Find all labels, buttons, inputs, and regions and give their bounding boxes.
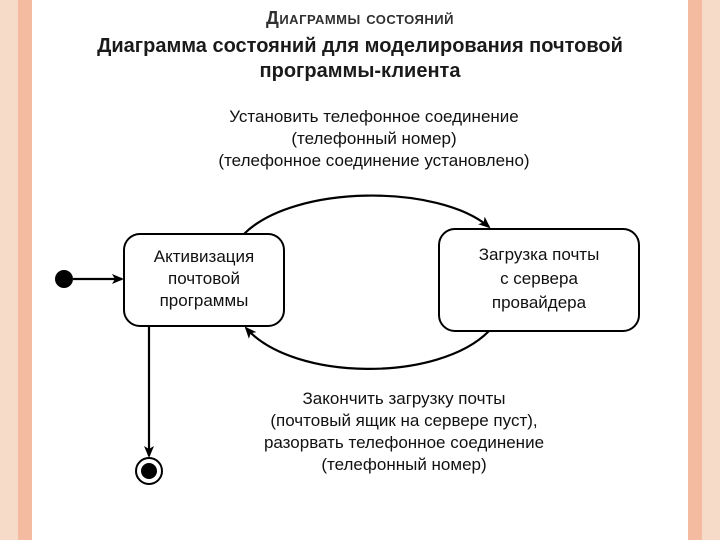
decor-stripe-left-outer <box>0 0 18 540</box>
page-heading: Диаграммы состояний <box>0 8 720 29</box>
subheading-line1: Диаграмма состояний для моделирования по… <box>97 35 623 57</box>
decor-stripe-left-inner <box>18 0 32 540</box>
transition-bottom-line2: (почтовый ящик на сервере пуст), <box>270 411 537 430</box>
state-diagram: Установить телефонное соединение (телефо… <box>44 104 676 524</box>
transition-bottom-line4: (телефонный номер) <box>321 455 486 474</box>
edge-b-to-a <box>246 328 489 369</box>
decor-stripe-right-outer <box>702 0 720 540</box>
state-b-line2: с сервера <box>500 269 578 288</box>
transition-top-line1: Установить телефонное соединение <box>229 107 518 126</box>
state-b-line1: Загрузка почты <box>479 245 600 264</box>
final-state-inner-icon <box>141 463 157 479</box>
state-a-line2: почтовой <box>168 269 240 288</box>
subheading-line2: программы-клиента <box>260 60 461 82</box>
transition-top-line3: (телефонное соединение установлено) <box>218 151 529 170</box>
initial-state-icon <box>55 270 73 288</box>
state-a-line3: программы <box>160 291 249 310</box>
page-subheading: Диаграмма состояний для моделирования по… <box>40 34 680 84</box>
state-a-line1: Активизация <box>154 247 254 266</box>
transition-bottom-line1: Закончить загрузку почты <box>303 389 506 408</box>
state-b-line3: провайдера <box>492 293 587 312</box>
transition-top-line2: (телефонный номер) <box>291 129 456 148</box>
decor-stripe-right-inner <box>688 0 702 540</box>
transition-bottom-line3: разорвать телефонное соединение <box>264 433 544 452</box>
